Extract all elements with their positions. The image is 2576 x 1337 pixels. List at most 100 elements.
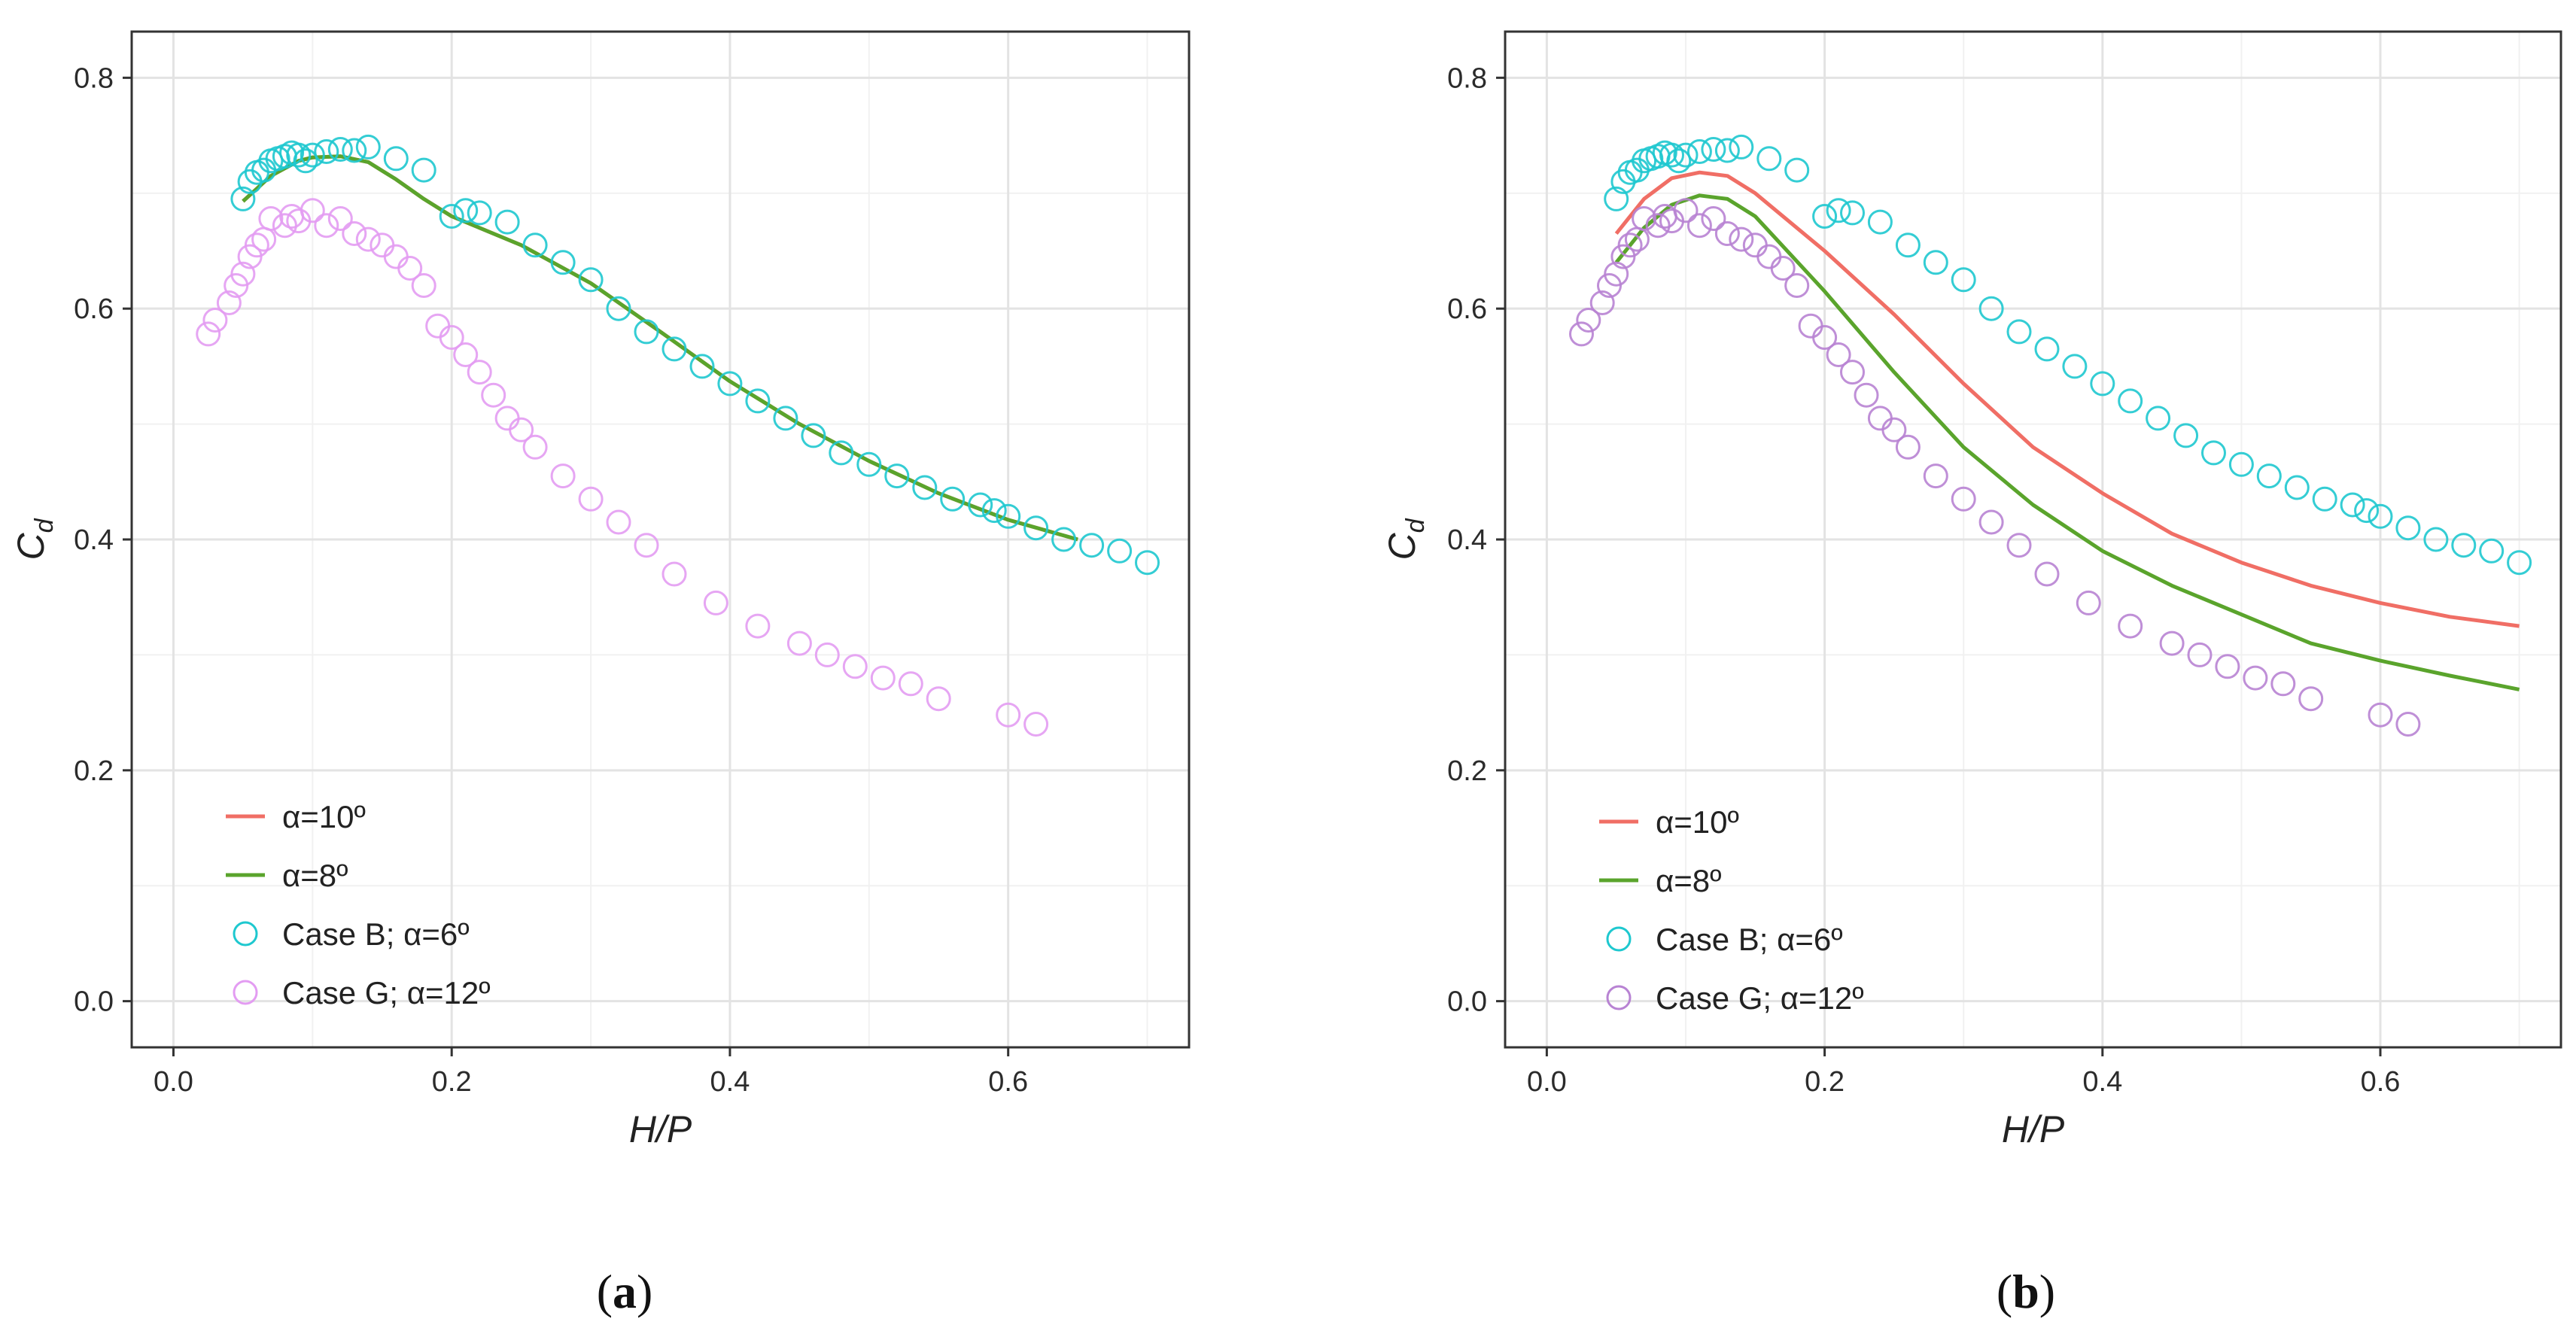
data-point-series-2 xyxy=(870,665,896,691)
data-point-series-1 xyxy=(1135,550,1160,576)
x-tick-label: 0.0 xyxy=(1527,1066,1567,1098)
data-point-series-1 xyxy=(996,503,1021,529)
chart-panel-b: 0.0 0.2 0.4 0.6 0.0 0.2 0.4 0.6 0.8 H/P Cd α=10º α=8… xyxy=(1381,30,2562,1150)
data-point-series-1 xyxy=(2118,388,2143,414)
data-point-series-1 xyxy=(2034,336,2060,362)
data-point-series-1 xyxy=(1840,200,1865,226)
data-point-series-1 xyxy=(2173,423,2199,448)
data-point-series-1 xyxy=(2256,463,2282,489)
data-point-series-2 xyxy=(1826,342,1851,367)
legend: α=10º α=8º Case B; α=6º Case G; α=12º xyxy=(226,799,491,1010)
data-point-series-2 xyxy=(202,308,228,333)
data-point-series-1 xyxy=(856,451,882,477)
data-point-series-1 xyxy=(968,492,993,518)
data-point-series-2 xyxy=(661,561,687,587)
data-point-series-1 xyxy=(661,336,687,362)
data-point-series-1 xyxy=(1673,142,1699,168)
y-tick-label: 0.6 xyxy=(1447,293,1487,325)
data-point-series-2 xyxy=(244,232,269,258)
data-point-series-1 xyxy=(2006,319,2032,345)
data-point-series-2 xyxy=(1895,434,1921,460)
data-point-series-1 xyxy=(689,354,715,379)
data-point-series-2 xyxy=(522,434,548,460)
data-point-series-2 xyxy=(786,631,812,656)
data-point-series-1 xyxy=(1756,146,1782,172)
data-point-series-1 xyxy=(2368,503,2393,529)
data-point-series-2 xyxy=(355,226,381,252)
legend: α=10º α=8º Case B; α=6º Case G; α=12º xyxy=(1599,804,1864,1016)
legend-label: Case G; α=12º xyxy=(282,975,491,1010)
data-point-series-1 xyxy=(2146,406,2171,431)
data-point-series-1 xyxy=(522,232,548,258)
data-point-series-1 xyxy=(2340,492,2365,518)
data-point-series-2 xyxy=(1604,261,1629,287)
data-point-series-2 xyxy=(1673,198,1699,223)
chart-panel-a: 0.0 0.2 0.4 0.6 0.0 0.2 0.4 0.6 0.8 H/P Cd α=10º α=8… xyxy=(10,30,1191,1150)
data-point-series-2 xyxy=(300,198,325,223)
data-point-series-1 xyxy=(2423,527,2449,552)
data-point-series-1 xyxy=(293,148,318,174)
data-point-series-1 xyxy=(1729,134,1754,160)
data-point-series-2 xyxy=(453,342,479,367)
x-tick-label: 0.2 xyxy=(1805,1066,1845,1098)
data-point-series-1 xyxy=(1784,157,1810,183)
data-point-series-2 xyxy=(314,213,339,239)
x-axis-title: H/P xyxy=(629,1108,692,1150)
data-point-series-2 xyxy=(1729,226,1754,252)
data-point-series-1 xyxy=(940,486,966,512)
data-point-series-2 xyxy=(2368,702,2393,728)
data-point-series-2 xyxy=(2034,561,2060,587)
y-axis-title: Cd xyxy=(10,518,59,560)
legend-label: α=8º xyxy=(1656,863,1722,898)
data-point-series-1 xyxy=(745,388,771,414)
data-point-series-1 xyxy=(1701,137,1726,162)
data-point-series-1 xyxy=(2228,451,2254,477)
data-point-series-2 xyxy=(1840,360,1865,385)
data-point-series-1 xyxy=(801,423,826,448)
data-point-series-2 xyxy=(2118,613,2143,639)
data-point-series-1 xyxy=(2479,538,2505,564)
legend-circle-key xyxy=(233,921,258,947)
legend-label: α=10º xyxy=(1656,804,1739,840)
data-point-series-1 xyxy=(1826,198,1851,223)
legend-label: Case B; α=6º xyxy=(1656,922,1843,957)
data-point-series-2 xyxy=(745,613,771,639)
data-point-series-1 xyxy=(1659,142,1684,168)
data-point-series-2 xyxy=(550,463,576,489)
data-point-series-2 xyxy=(1569,321,1594,347)
data-point-series-1 xyxy=(314,139,339,164)
data-point-series-2 xyxy=(509,417,534,442)
panel-label: (b) xyxy=(1997,1265,2055,1318)
y-axis-title: Cd xyxy=(1381,518,1430,560)
data-point-series-1 xyxy=(439,204,464,229)
data-point-series-2 xyxy=(2006,533,2032,558)
data-point-series-2 xyxy=(2187,642,2213,667)
data-point-series-1 xyxy=(1107,538,1133,564)
data-point-series-2 xyxy=(1714,221,1740,246)
data-point-series-2 xyxy=(272,213,297,239)
data-point-series-1 xyxy=(467,200,492,226)
y-tick-label: 0.2 xyxy=(1447,755,1487,787)
data-point-series-2 xyxy=(926,686,951,712)
data-point-series-2 xyxy=(327,206,353,231)
data-point-series-1 xyxy=(717,371,743,397)
data-point-series-2 xyxy=(1881,417,1907,442)
x-axis-title: H/P xyxy=(2002,1108,2065,1150)
data-point-series-1 xyxy=(1051,527,1077,552)
legend-label: α=10º xyxy=(282,799,366,834)
data-point-series-2 xyxy=(2395,712,2421,737)
data-point-series-1 xyxy=(2507,550,2532,576)
x-tick-label: 0.6 xyxy=(2361,1066,2401,1098)
data-point-series-2 xyxy=(634,533,659,558)
x-tick-label: 0.2 xyxy=(432,1066,472,1098)
data-point-series-1 xyxy=(383,146,409,172)
data-point-series-2 xyxy=(1784,273,1810,298)
data-point-series-1 xyxy=(2062,354,2088,379)
data-point-series-2 xyxy=(230,261,256,287)
data-point-series-1 xyxy=(355,134,381,160)
data-point-series-2 xyxy=(1923,463,1948,489)
data-point-series-2 xyxy=(1686,213,1712,239)
data-point-series-1 xyxy=(327,137,353,162)
data-point-series-2 xyxy=(578,486,604,512)
x-tick-label: 0.4 xyxy=(2082,1066,2122,1098)
